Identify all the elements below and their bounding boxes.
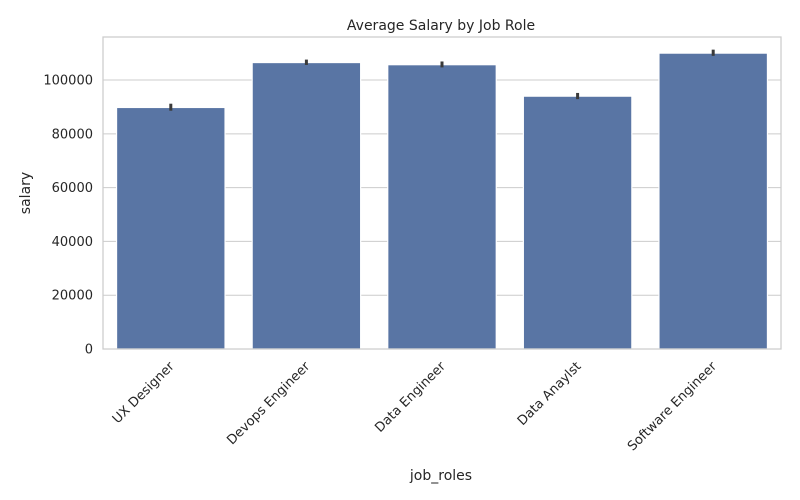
bar-4 (658, 52, 769, 350)
bar-1 (251, 61, 362, 350)
bars (115, 52, 769, 350)
x-tick-label-4: Software Engineer (625, 359, 720, 454)
plot-frame (102, 36, 782, 350)
bar-0 (115, 106, 226, 350)
x-tick-labels: UX Designer Devops Engineer Data Engineer D… (110, 359, 721, 454)
bar-2 (387, 64, 497, 350)
x-tick-label-2: Data Engineer (372, 359, 449, 436)
y-tick-labels: 0 20000 40000 60000 80000 100000 (43, 74, 93, 358)
x-tick-label-3: Data Anaylst (515, 359, 585, 429)
y-tick-label-5: 100000 (43, 74, 93, 89)
y-tick-label-3: 60000 (52, 181, 93, 196)
chart-title: Average Salary by Job Role (347, 18, 535, 34)
x-axis-label: job_roles (409, 468, 472, 484)
y-tick-label-4: 80000 (52, 127, 93, 142)
x-tick-label-0: UX Designer (110, 359, 178, 427)
y-tick-label-0: 0 (85, 343, 93, 358)
error-bars (169, 49, 715, 111)
y-tick-label-2: 40000 (52, 235, 93, 250)
y-axis-label: salary (18, 172, 34, 214)
x-tick-label-1: Devops Engineer (224, 359, 313, 448)
y-tick-label-1: 20000 (52, 289, 93, 304)
bar-3 (522, 95, 633, 350)
